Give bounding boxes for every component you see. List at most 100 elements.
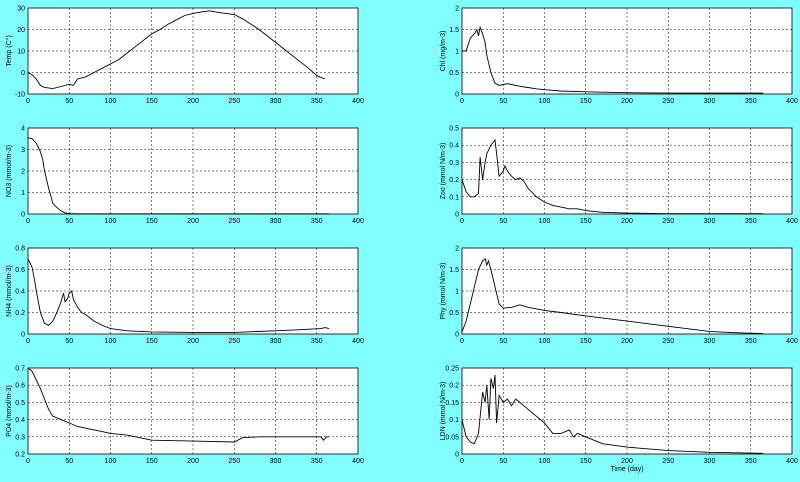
x-tick-label: 50	[499, 218, 507, 225]
x-tick-label: 300	[704, 458, 716, 465]
y-axis-label: LDN (mmol N/m-3)	[440, 382, 447, 441]
x-tick-label: 250	[662, 98, 674, 105]
x-tick-label: 50	[499, 458, 507, 465]
y-tick-label: 0	[21, 70, 25, 77]
y-tick-label: 0	[21, 332, 25, 339]
y-tick-label: 0.6	[15, 267, 25, 274]
y-tick-label: 0.4	[15, 417, 25, 424]
y-tick-label: 3	[21, 147, 25, 154]
y-tick-label: 0.05	[445, 434, 459, 441]
series-line	[461, 138, 764, 215]
x-tick-label: 250	[228, 338, 240, 345]
x-tick-label: 100	[105, 98, 117, 105]
series-line	[27, 258, 330, 333]
y-tick-label: 0.2	[449, 177, 459, 184]
y-tick-label: 0.5	[449, 126, 459, 133]
y-tick-label: 0.4	[15, 289, 25, 296]
x-tick-label: 0	[460, 458, 464, 465]
y-axis-label: Temp (C°)	[5, 35, 13, 67]
x-tick-label: 300	[270, 98, 282, 105]
x-tick-label: 0	[460, 338, 464, 345]
x-tick-label: 400	[786, 98, 798, 105]
x-tick-label: 200	[187, 218, 199, 225]
y-tick-label: 0.2	[15, 310, 25, 317]
y-tick-label: 1	[21, 190, 25, 197]
y-tick-label: 0	[455, 452, 459, 459]
axes-box	[461, 367, 793, 455]
x-tick-label: 250	[662, 218, 674, 225]
y-tick-label: 0.2	[15, 452, 25, 459]
y-tick-label: 4	[21, 126, 25, 133]
y-tick-label: 30	[17, 6, 25, 13]
series-line	[27, 137, 330, 215]
x-tick-label: 350	[745, 338, 757, 345]
x-tick-label: 350	[311, 338, 323, 345]
y-axis-label: PO4 (mmol/m-3)	[6, 385, 13, 437]
x-tick-label: 100	[105, 338, 117, 345]
x-tick-label: 100	[105, 218, 117, 225]
y-axis-label: Phy (mmol N/m-3)	[440, 263, 447, 320]
x-tick-label: 250	[228, 218, 240, 225]
panel-po4: 0 50 100 150 200 250 300 350 400 0.2 0.3 0.4 0.5 0.6 0…	[6, 366, 364, 466]
x-tick-label: 0	[26, 218, 30, 225]
y-tick-label: 0.6	[15, 383, 25, 390]
y-axis-label: NH4 (mmol/m-3)	[6, 265, 13, 317]
x-tick-label: 400	[352, 98, 364, 105]
x-tick-label: 200	[621, 98, 633, 105]
x-tick-label: 200	[187, 338, 199, 345]
panel-ldn: 0 50 100 150 200 250 300 350 400 0 0.05 0.1 0.15 0.2 0…	[440, 366, 798, 474]
series-line	[462, 25, 764, 94]
x-tick-label: 100	[105, 458, 117, 465]
y-tick-label: 10	[17, 49, 25, 56]
series-line	[27, 367, 330, 443]
series-line	[461, 257, 764, 335]
x-tick-label: 50	[499, 98, 507, 105]
x-tick-label: 150	[146, 458, 158, 465]
x-tick-label: 350	[311, 98, 323, 105]
y-tick-label: 0.15	[445, 400, 459, 407]
x-tick-label: 250	[228, 458, 240, 465]
x-tick-label: 300	[704, 338, 716, 345]
panel-zoo: 0 50 100 150 200 250 300 350 400 0 0.1 0.2 0.3 0.4 0.5…	[440, 126, 798, 226]
x-tick-label: 150	[580, 458, 592, 465]
x-axis-label: Time (day)	[610, 466, 643, 473]
y-tick-label: 0.5	[449, 70, 459, 77]
x-tick-label: 350	[745, 218, 757, 225]
x-tick-label: 0	[460, 218, 464, 225]
x-tick-label: 150	[580, 218, 592, 225]
y-tick-label: 1	[455, 49, 459, 56]
y-tick-label: 0	[455, 92, 459, 99]
x-tick-label: 200	[187, 458, 199, 465]
y-tick-label: 0.7	[15, 366, 25, 373]
y-tick-label: 0.1	[449, 417, 459, 424]
y-tick-label: 2	[455, 6, 459, 13]
y-tick-label: 0	[455, 332, 459, 339]
x-tick-label: 200	[621, 338, 633, 345]
y-tick-label: 0.5	[15, 400, 25, 407]
x-tick-label: 400	[786, 338, 798, 345]
panel-nh4: 0 50 100 150 200 250 300 350 400 0 0.2 0.4 0.6 0.8 NH4…	[6, 246, 364, 346]
x-tick-label: 400	[786, 458, 798, 465]
x-tick-label: 400	[352, 338, 364, 345]
x-tick-label: 100	[539, 338, 551, 345]
y-tick-label: 1.5	[449, 27, 459, 34]
y-tick-label: 0.3	[15, 434, 25, 441]
y-tick-label: 1.5	[449, 267, 459, 274]
axes-box	[27, 367, 359, 455]
x-tick-label: 350	[745, 458, 757, 465]
x-tick-label: 300	[704, 98, 716, 105]
y-tick-label: 2	[455, 246, 459, 253]
x-tick-label: 250	[228, 98, 240, 105]
panel-phy: 0 50 100 150 200 250 300 350 400 0 0.5 1 1.5 2 Phy (mm…	[440, 246, 798, 346]
x-tick-label: 200	[187, 98, 199, 105]
x-tick-label: 0	[460, 98, 464, 105]
x-tick-label: 200	[621, 218, 633, 225]
x-tick-label: 300	[270, 338, 282, 345]
y-tick-label: -10	[15, 92, 25, 99]
x-tick-label: 50	[65, 458, 73, 465]
x-tick-label: 250	[662, 458, 674, 465]
y-tick-label: 0.4	[449, 143, 459, 150]
x-tick-label: 300	[704, 218, 716, 225]
x-tick-label: 150	[146, 338, 158, 345]
